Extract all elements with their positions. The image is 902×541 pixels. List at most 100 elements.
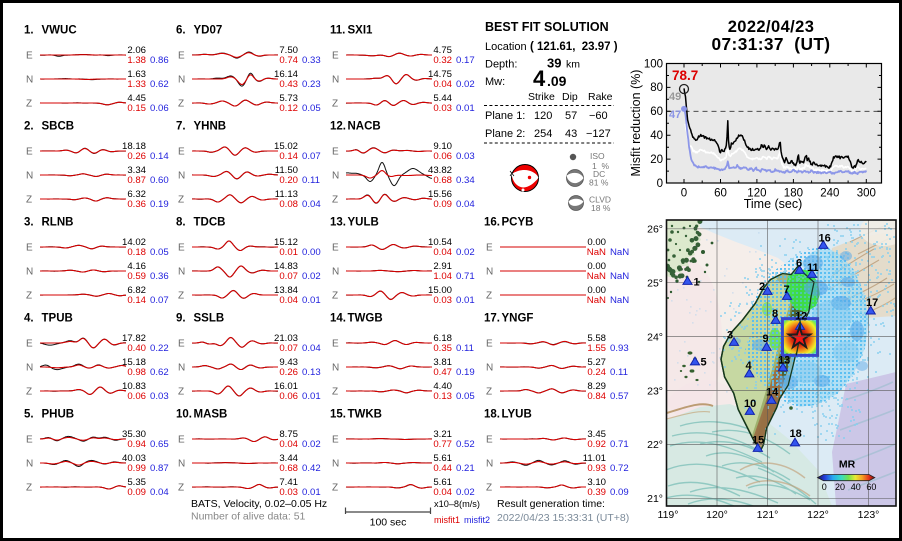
svg-text:YNGF: YNGF bbox=[502, 313, 534, 325]
svg-text:5.44: 5.44 bbox=[433, 93, 452, 104]
svg-text:Number of alive data: 51: Number of alive data: 51 bbox=[191, 511, 306, 523]
svg-text:0.77: 0.77 bbox=[433, 439, 452, 450]
svg-text:8.75: 8.75 bbox=[279, 429, 298, 440]
svg-text:0.06: 0.06 bbox=[127, 391, 146, 402]
svg-text:0.98: 0.98 bbox=[127, 367, 146, 378]
svg-text:39: 39 bbox=[547, 56, 561, 71]
svg-text:7: 7 bbox=[784, 284, 790, 296]
svg-text:22°: 22° bbox=[647, 439, 663, 451]
svg-text:8.29: 8.29 bbox=[587, 381, 606, 392]
svg-text:0.71: 0.71 bbox=[456, 271, 475, 282]
svg-text:0: 0 bbox=[681, 188, 687, 200]
svg-text:0.12: 0.12 bbox=[279, 103, 298, 114]
svg-text:14: 14 bbox=[766, 387, 779, 399]
svg-text:0.20: 0.20 bbox=[279, 175, 298, 186]
svg-text:16.14: 16.14 bbox=[274, 69, 299, 80]
svg-text:0.01: 0.01 bbox=[302, 295, 321, 306]
svg-text:0.05: 0.05 bbox=[456, 391, 475, 402]
svg-text:6: 6 bbox=[796, 258, 802, 270]
svg-text:5.61: 5.61 bbox=[433, 477, 452, 488]
svg-text:0.52: 0.52 bbox=[456, 439, 475, 450]
svg-text:60: 60 bbox=[714, 188, 727, 200]
svg-text:YD07: YD07 bbox=[194, 25, 223, 37]
svg-text:18 %: 18 % bbox=[591, 203, 611, 213]
svg-text:3.44: 3.44 bbox=[279, 453, 298, 464]
svg-text:0.36: 0.36 bbox=[150, 271, 169, 282]
svg-text:40.03: 40.03 bbox=[122, 453, 146, 464]
svg-text:0.11: 0.11 bbox=[302, 175, 320, 186]
svg-text:Z: Z bbox=[178, 195, 184, 206]
svg-text:N: N bbox=[332, 267, 339, 278]
svg-text:0.02: 0.02 bbox=[456, 79, 475, 90]
svg-text:0.09: 0.09 bbox=[127, 487, 146, 498]
svg-text:N: N bbox=[332, 75, 339, 86]
svg-text:0.02: 0.02 bbox=[302, 439, 321, 450]
svg-text:Z: Z bbox=[178, 483, 184, 494]
svg-text:N: N bbox=[178, 459, 185, 470]
svg-text:RLNB: RLNB bbox=[42, 217, 74, 229]
svg-text:Z: Z bbox=[26, 387, 32, 398]
svg-text:0.26: 0.26 bbox=[127, 151, 146, 162]
svg-text:1.55: 1.55 bbox=[587, 343, 606, 354]
svg-text:1.38: 1.38 bbox=[127, 55, 146, 66]
svg-text:5.61: 5.61 bbox=[433, 453, 452, 464]
svg-text:Location: Location bbox=[485, 41, 527, 53]
svg-text:LYUB: LYUB bbox=[502, 409, 532, 421]
svg-text:43: 43 bbox=[565, 128, 577, 140]
svg-text:0.43: 0.43 bbox=[279, 79, 298, 90]
svg-text:8: 8 bbox=[772, 308, 778, 320]
svg-text:57: 57 bbox=[565, 110, 577, 122]
svg-text:0.62: 0.62 bbox=[150, 367, 169, 378]
svg-text:PCYB: PCYB bbox=[502, 217, 534, 229]
svg-text:Z: Z bbox=[486, 291, 492, 302]
svg-text:E: E bbox=[26, 435, 33, 446]
svg-text:3.81: 3.81 bbox=[433, 357, 452, 368]
svg-text:4: 4 bbox=[533, 66, 546, 91]
svg-text:0.01: 0.01 bbox=[279, 247, 298, 258]
svg-text:0.01: 0.01 bbox=[456, 295, 475, 306]
svg-text:5.58: 5.58 bbox=[587, 333, 606, 344]
svg-text:4.40: 4.40 bbox=[433, 381, 452, 392]
svg-text:12.: 12. bbox=[330, 121, 346, 133]
svg-text:E: E bbox=[178, 51, 185, 62]
svg-text:5.35: 5.35 bbox=[127, 477, 146, 488]
svg-text:TDCB: TDCB bbox=[194, 217, 226, 229]
svg-text:Time (sec): Time (sec) bbox=[744, 197, 803, 211]
svg-text:1 %: 1 % bbox=[592, 161, 609, 171]
svg-text:0.09: 0.09 bbox=[610, 487, 629, 498]
svg-text:0.09: 0.09 bbox=[433, 199, 452, 210]
svg-text:N: N bbox=[486, 459, 493, 470]
svg-text:16.01: 16.01 bbox=[274, 381, 298, 392]
svg-text:0.19: 0.19 bbox=[456, 367, 475, 378]
svg-text:Plane 1:: Plane 1: bbox=[485, 110, 525, 122]
svg-text:N: N bbox=[332, 459, 339, 470]
svg-text:3: 3 bbox=[727, 330, 733, 342]
svg-text:0.07: 0.07 bbox=[150, 295, 169, 306]
svg-text:0.04: 0.04 bbox=[456, 199, 475, 210]
svg-text:11.: 11. bbox=[330, 25, 345, 37]
svg-text:0.62: 0.62 bbox=[150, 79, 169, 90]
svg-text:Z: Z bbox=[486, 387, 492, 398]
svg-text:Dip: Dip bbox=[562, 91, 578, 103]
svg-text:YHNB: YHNB bbox=[194, 121, 227, 133]
svg-text:7.41: 7.41 bbox=[279, 477, 298, 488]
svg-text:0.60: 0.60 bbox=[150, 175, 169, 186]
svg-text:7.50: 7.50 bbox=[279, 45, 298, 56]
svg-text:180: 180 bbox=[784, 188, 803, 200]
svg-text:0.72: 0.72 bbox=[610, 463, 629, 474]
svg-text:121°: 121° bbox=[757, 509, 779, 521]
svg-text:km: km bbox=[566, 59, 580, 71]
svg-text:7.: 7. bbox=[176, 121, 186, 133]
svg-text:Z: Z bbox=[486, 483, 492, 494]
svg-text:13.: 13. bbox=[330, 217, 346, 229]
svg-text:0.94: 0.94 bbox=[127, 439, 146, 450]
svg-text:5.73: 5.73 bbox=[279, 93, 298, 104]
svg-text:0.33: 0.33 bbox=[302, 55, 321, 66]
svg-text:15.: 15. bbox=[330, 409, 346, 421]
svg-text:40: 40 bbox=[650, 130, 663, 142]
svg-text:SBCB: SBCB bbox=[42, 121, 75, 133]
svg-text:E: E bbox=[26, 339, 33, 350]
svg-text:N: N bbox=[26, 267, 33, 278]
svg-text:N: N bbox=[26, 75, 33, 86]
svg-text:9.43: 9.43 bbox=[279, 357, 298, 368]
